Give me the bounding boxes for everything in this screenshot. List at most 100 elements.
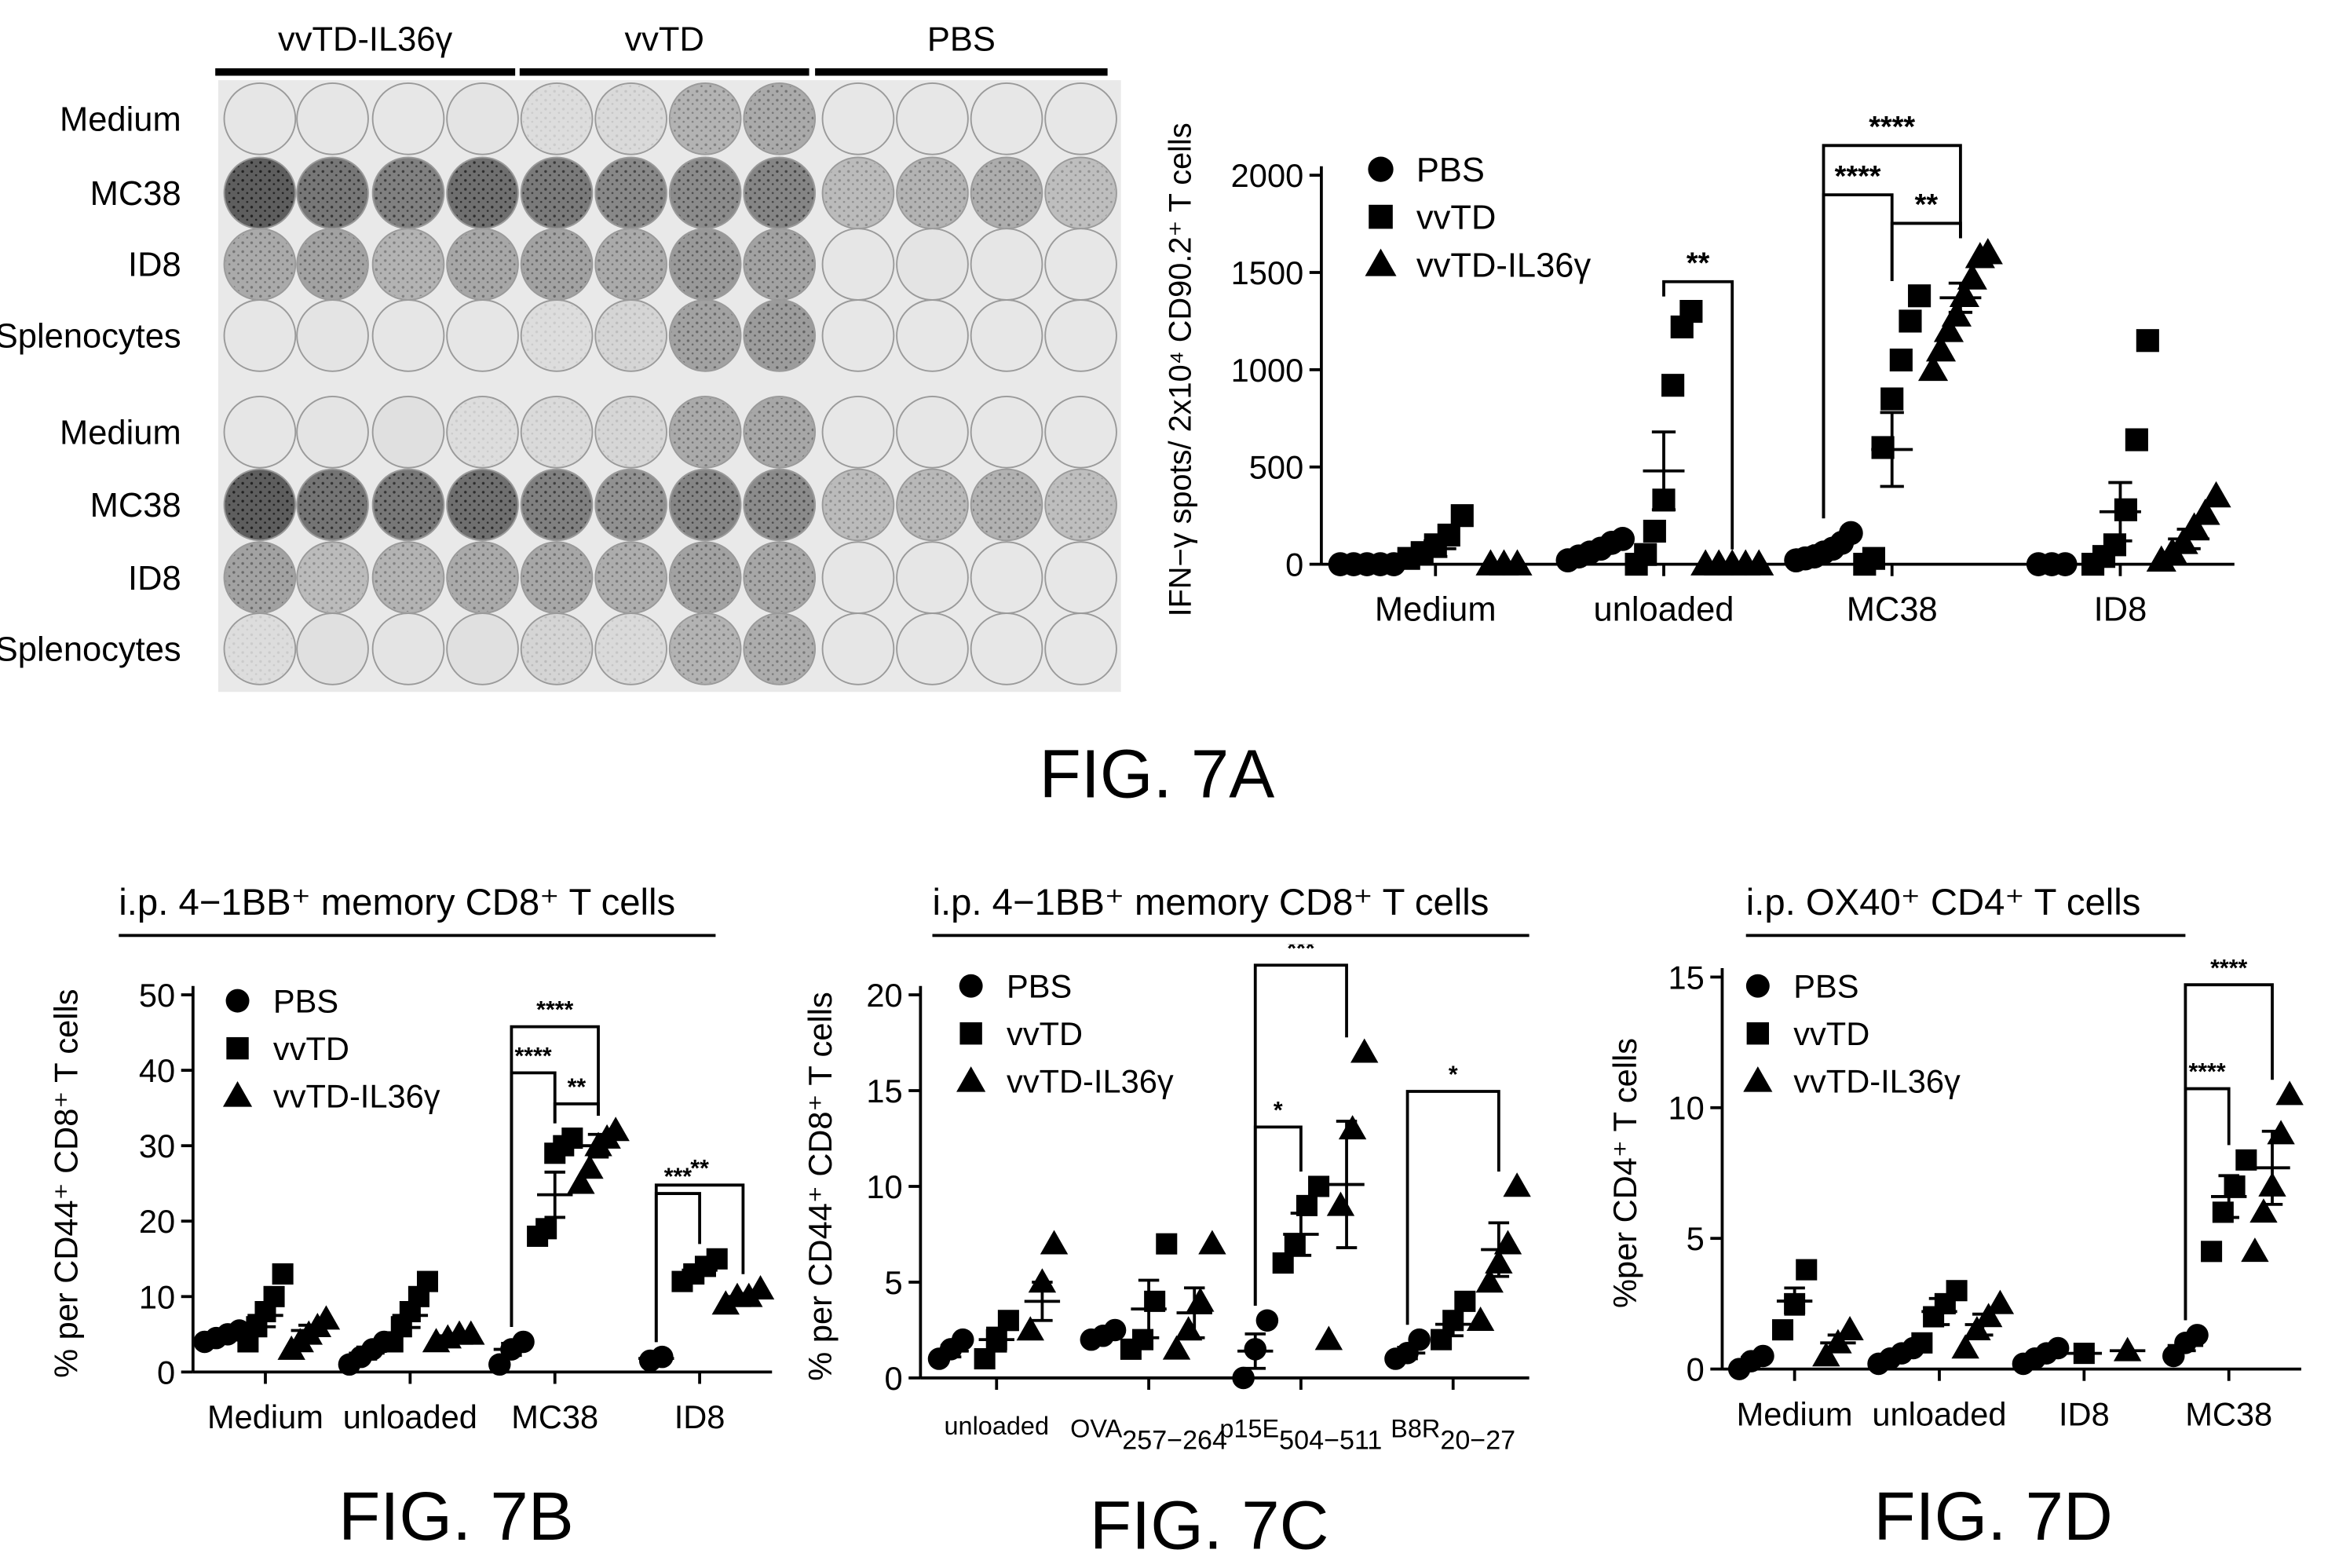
data-point-vvtd — [1156, 1233, 1178, 1255]
data-point-pbs — [1255, 1309, 1279, 1332]
data-point-vvtd — [2201, 1241, 2223, 1263]
data-point-vvtd — [1899, 309, 1922, 333]
elispot-well-spots — [448, 543, 517, 612]
y-axis-label: % per CD44⁺ CD8⁺ T cells — [47, 989, 84, 1377]
chart-7b-title-underline — [119, 934, 716, 938]
legend-label-vvtd: vvTD — [273, 1030, 349, 1067]
data-point-vvtd — [1862, 546, 1886, 570]
elispot-well-spots — [745, 614, 814, 683]
elispot-well-spots — [597, 230, 666, 299]
elispot-well-spots — [225, 230, 294, 299]
data-point-vvtd-il36 — [2190, 499, 2220, 525]
elispot-well — [970, 299, 1043, 372]
elispot-well-spots — [298, 230, 367, 299]
elispot-well — [223, 395, 297, 469]
data-point-vvtd-il36 — [1475, 1268, 1504, 1293]
elispot-well-spots — [597, 301, 666, 370]
y-tick-label: 10 — [139, 1278, 175, 1315]
data-point-vvtd-il36 — [2201, 481, 2231, 508]
data-point-vvtd-il36 — [1986, 1289, 2015, 1314]
elispot-well — [223, 82, 297, 155]
significance-label: *** — [1287, 945, 1315, 962]
data-point-vvtd-il36 — [457, 1320, 485, 1345]
legend-marker-vvtd-il36 — [1743, 1066, 1773, 1092]
elispot-well — [446, 299, 519, 372]
elispot-group-label-pbs: PBS — [927, 20, 996, 58]
data-point-vvtd-il36 — [1162, 1335, 1191, 1360]
elispot-well-spots — [298, 543, 367, 612]
elispot-well-spots — [522, 159, 591, 228]
data-point-vvtd — [2212, 1201, 2234, 1223]
elispot-well-spots — [824, 470, 893, 539]
data-point-vvtd — [1437, 523, 1460, 547]
data-point-vvtd-il36 — [1836, 1315, 1864, 1340]
elispot-well-spots — [225, 470, 294, 539]
y-tick-label: 40 — [139, 1052, 175, 1089]
data-point-vvtd-il36 — [1040, 1230, 1069, 1255]
elispot-well — [1044, 82, 1117, 155]
elispot-well-spots — [448, 159, 517, 228]
elispot-well — [371, 612, 445, 685]
elispot-well-spots — [745, 84, 814, 153]
data-point-vvtd — [1796, 1259, 1818, 1281]
data-point-pbs — [951, 1328, 974, 1351]
data-point-vvtd — [1679, 300, 1703, 323]
data-point-vvtd — [1454, 1290, 1476, 1312]
data-point-vvtd-il36 — [1028, 1268, 1057, 1293]
significance-bracket — [2184, 1087, 2231, 1321]
x-tick-label-unloaded: unloaded — [343, 1398, 477, 1435]
elispot-well — [821, 228, 895, 301]
elispot-well — [821, 541, 895, 614]
x-tick-label-unloaded: unloaded — [1872, 1395, 2006, 1432]
significance-bracket — [654, 1192, 701, 1343]
elispot-well — [1044, 541, 1117, 614]
elispot-well-spots — [522, 470, 591, 539]
elispot-well-spots — [745, 301, 814, 370]
fig-7a-label: FIG. 7A — [1039, 735, 1275, 813]
significance-bracket — [553, 1102, 600, 1124]
chart-7c-title: i.p. 4−1BB⁺ memory CD8⁺ T cells — [932, 882, 1489, 924]
elispot-well — [446, 82, 519, 155]
data-point-pbs — [488, 1353, 511, 1376]
data-point-vvtd — [1431, 1329, 1453, 1351]
elispot-well-spots — [374, 543, 443, 612]
data-point-vvtd — [1871, 436, 1895, 459]
data-point-vvtd-il36 — [746, 1275, 775, 1299]
significance-bracket — [1253, 1125, 1303, 1306]
y-axis-label: %per CD4⁺ T cells — [1606, 1038, 1643, 1308]
significance-label: ** — [1915, 188, 1939, 221]
chart-7a: 0 500 1000 1500 2000 IFN−γ spots/ 2x10⁴ CD90.… — [1164, 111, 2235, 628]
legend-marker-pbs — [959, 974, 983, 998]
y-tick-label: 50 — [139, 977, 175, 1014]
data-point-pbs — [512, 1330, 535, 1354]
x-tick-label-id8: ID8 — [674, 1398, 725, 1435]
x-tick-label-p15e-504-511: p15E504−511 — [1219, 1415, 1382, 1456]
legend-marker-vvtd-il36 — [222, 1081, 253, 1107]
y-tick-label: 1500 — [1231, 254, 1304, 291]
elispot-well-spots — [225, 543, 294, 612]
elispot-well — [970, 82, 1043, 155]
data-point-pbs — [2046, 1336, 2070, 1360]
elispot-well — [896, 541, 969, 614]
legend-label-pbs: PBS — [273, 983, 338, 1020]
data-point-vvtd-il36 — [1350, 1038, 1379, 1063]
data-point-vvtd-il36 — [1338, 1115, 1367, 1140]
elispot-group-bar — [815, 68, 1108, 76]
elispot-well-spots — [745, 159, 814, 228]
data-point-pbs — [1103, 1318, 1127, 1342]
legend-label-vvtd-il36: vvTD-IL36γ — [1007, 1063, 1174, 1100]
data-point-vvtd — [1771, 1319, 1794, 1341]
data-point-vvtd — [2235, 1149, 2257, 1171]
elispot-row-label: Splenocytes — [0, 318, 181, 356]
y-tick-label: 15 — [1668, 959, 1704, 996]
elispot-well — [970, 395, 1043, 469]
y-tick-label: 0 — [1687, 1351, 1705, 1388]
elispot-well-spots — [671, 397, 740, 466]
data-point-vvtd-il36 — [1951, 1334, 1979, 1359]
data-point-pbs — [1408, 1328, 1431, 1351]
legend-label-vvtd: vvTD — [1007, 1015, 1083, 1052]
legend-label-vvtd-il36: vvTD-IL36γ — [273, 1078, 440, 1115]
elispot-well-spots — [972, 159, 1041, 228]
y-tick-label: 500 — [1249, 449, 1303, 486]
chart-7d-title: i.p. OX40⁺ CD4⁺ T cells — [1745, 882, 2141, 924]
